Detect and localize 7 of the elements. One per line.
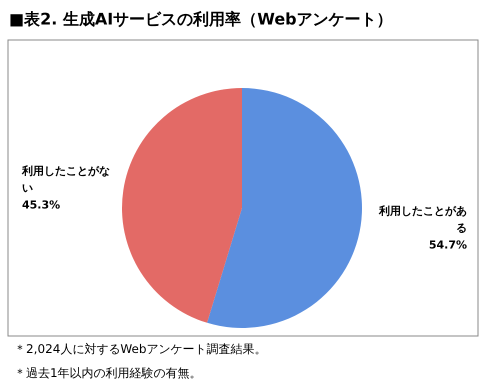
chart-title: ■表2. 生成AIサービスの利用率（Webアンケート） <box>9 10 393 28</box>
text: ＊過去1年以内の利用経験の有無。 <box>14 366 202 380</box>
data-label: 45.3% <box>22 198 60 212</box>
slice-label: 利用したことがない <box>21 164 110 195</box>
slice-label: 利用したことがある <box>378 204 467 234</box>
text: ＊2,024人に対するWebアンケート調査結果。 <box>14 342 267 356</box>
data-label: 54.7% <box>428 238 467 252</box>
